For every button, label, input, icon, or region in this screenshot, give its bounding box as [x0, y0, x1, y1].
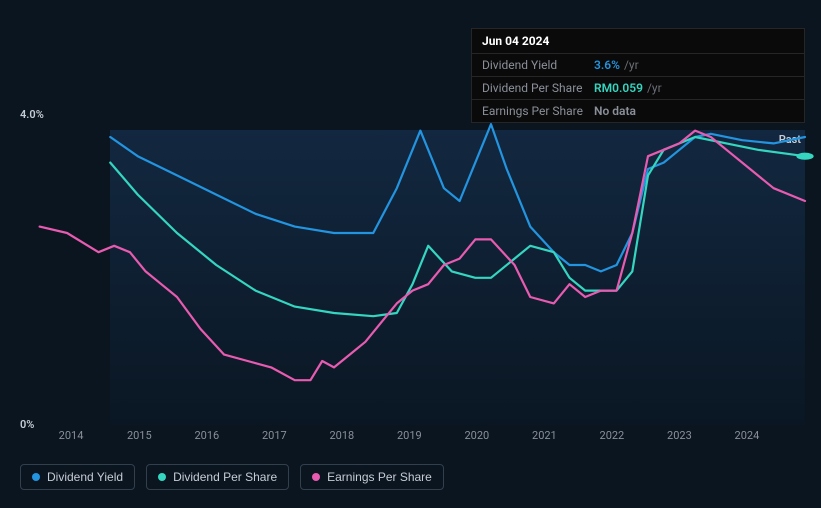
- chart-lines: [20, 105, 805, 425]
- x-axis-tick: 2017: [262, 429, 287, 442]
- x-axis-tick: 2023: [667, 429, 692, 442]
- plot-area: 4.0% 0% Past: [20, 105, 805, 425]
- x-axis-tick: 2019: [397, 429, 422, 442]
- tooltip-row: Earnings Per ShareNo data: [472, 100, 804, 122]
- legend-item-label: Earnings Per Share: [327, 470, 432, 484]
- legend-item-label: Dividend Yield: [47, 470, 123, 484]
- legend-dot-icon: [32, 473, 40, 481]
- financial-chart: Jun 04 2024 Dividend Yield3.6%/yrDividen…: [0, 0, 821, 508]
- chart-tooltip: Jun 04 2024 Dividend Yield3.6%/yrDividen…: [471, 28, 805, 123]
- legend-item-label: Dividend Per Share: [173, 470, 277, 484]
- tooltip-row-value: RM0.059/yr: [594, 81, 662, 95]
- tooltip-row: Dividend Yield3.6%/yr: [472, 54, 804, 77]
- legend-item[interactable]: Earnings Per Share: [300, 464, 444, 490]
- series-line: [110, 137, 805, 316]
- x-axis: 2014 2015 2016 2017 2018 2019 2020 2021 2022 2023…: [20, 429, 805, 445]
- series-line: [40, 131, 805, 381]
- legend-item[interactable]: Dividend Per Share: [146, 464, 289, 490]
- tooltip-row-label: Dividend Yield: [482, 58, 594, 72]
- x-axis-tick: 2022: [600, 429, 625, 442]
- tooltip-row-value: No data: [594, 104, 636, 118]
- x-axis-tick: 2015: [127, 429, 152, 442]
- series-end-marker: [796, 153, 813, 160]
- x-axis-tick: 2016: [194, 429, 219, 442]
- legend-dot-icon: [312, 473, 320, 481]
- x-axis-tick: 2018: [329, 429, 354, 442]
- x-axis-tick: 2020: [464, 429, 489, 442]
- tooltip-row: Dividend Per ShareRM0.059/yr: [472, 77, 804, 100]
- tooltip-date: Jun 04 2024: [472, 29, 804, 54]
- x-axis-tick: 2014: [59, 429, 84, 442]
- chart-legend: Dividend Yield Dividend Per Share Earnings…: [20, 464, 444, 490]
- tooltip-row-value: 3.6%/yr: [594, 58, 639, 72]
- legend-dot-icon: [158, 473, 166, 481]
- x-axis-tick: 2021: [532, 429, 557, 442]
- tooltip-row-label: Earnings Per Share: [482, 104, 594, 118]
- legend-item[interactable]: Dividend Yield: [20, 464, 135, 490]
- x-axis-tick: 2024: [735, 429, 760, 442]
- tooltip-row-label: Dividend Per Share: [482, 81, 594, 95]
- series-line: [110, 124, 805, 271]
